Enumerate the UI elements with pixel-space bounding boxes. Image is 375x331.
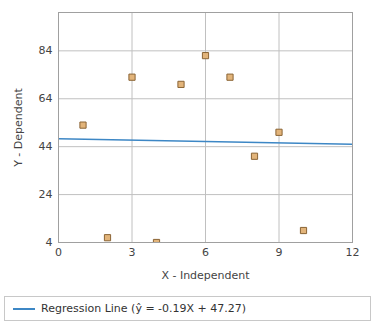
html-text:Regression Line (ŷ = -0.19X +: Regression Line (ŷ = -0.19X + 47.27) [41, 302, 247, 315]
svg-text:12: 12 [346, 246, 360, 259]
svg-text:6: 6 [202, 246, 209, 259]
svg-text:64: 64 [39, 92, 53, 105]
svg-text:44: 44 [39, 140, 53, 153]
svg-text:4: 4 [46, 236, 53, 249]
svg-text:24: 24 [39, 188, 53, 201]
svg-text:3: 3 [129, 246, 136, 259]
svg-text:0: 0 [55, 246, 62, 259]
svg-text:Y - Dependent: Y - Dependent [12, 87, 25, 167]
svg-text:X - Independent: X - Independent [161, 269, 250, 282]
svg-text:9: 9 [276, 246, 283, 259]
svg-text:84: 84 [39, 44, 53, 57]
